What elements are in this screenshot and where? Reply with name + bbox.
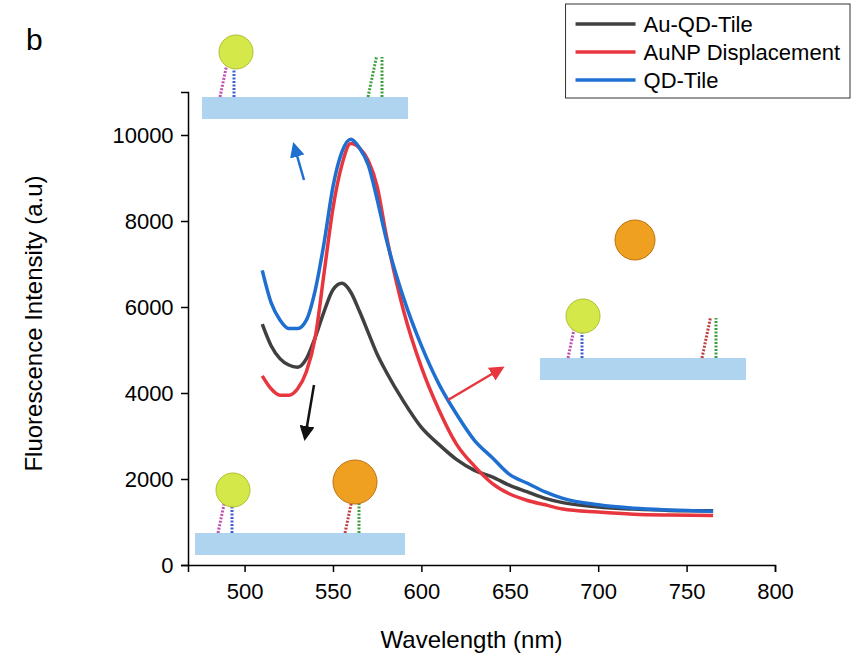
x-tick-mark <box>775 565 777 572</box>
y-tick-mark <box>181 479 188 481</box>
y-tick: 2000 <box>125 467 188 492</box>
x-tick-label: 750 <box>669 579 706 604</box>
x-tick: 700 <box>580 565 617 604</box>
legend-box <box>566 4 850 98</box>
nanoparticle <box>615 220 655 260</box>
y-axis-title: Fluorescence Intensity (a.u) <box>20 175 47 471</box>
tile <box>195 533 405 555</box>
arrow <box>305 385 314 438</box>
x-axis-title: Wavelength (nm) <box>381 626 563 653</box>
y-tick-label: 2000 <box>125 467 174 492</box>
x-tick-label: 800 <box>757 579 794 604</box>
y-tick-label: 0 <box>161 553 173 578</box>
arrow <box>294 145 304 180</box>
schematics <box>195 35 746 555</box>
legend-swatch <box>576 22 636 26</box>
y-tick-label: 10000 <box>112 123 173 148</box>
x-tick-label: 700 <box>580 579 617 604</box>
legend-swatch <box>576 78 636 82</box>
nanoparticle <box>219 35 253 69</box>
x-tick-mark <box>244 565 246 572</box>
nanoparticle <box>216 473 250 507</box>
x-tick-mark <box>333 565 335 572</box>
x-tick: 550 <box>315 565 352 604</box>
legend-swatch <box>576 50 636 54</box>
dna-strand <box>381 57 384 97</box>
x-tick: 750 <box>669 565 706 604</box>
y-tick: 6000 <box>125 295 188 320</box>
y-tick-mark <box>181 565 188 567</box>
x-tick-mark <box>686 565 688 572</box>
tile <box>540 358 746 380</box>
y-tick: 0 <box>161 553 188 578</box>
y-tick-label: 8000 <box>125 209 174 234</box>
series-line <box>262 283 713 510</box>
chart: 5005506006507007508000200040006000800010… <box>0 0 856 670</box>
tile <box>202 97 408 119</box>
legend-label: QD-Tile <box>644 68 719 93</box>
x-axis: 500 550 600 650 700 750 800 <box>189 565 794 604</box>
arrow <box>448 368 502 400</box>
y-tick-label: 4000 <box>125 381 174 406</box>
dna-strand <box>715 318 718 358</box>
y-axis: 0 2000 4000 6000 8000 10000 <box>112 93 188 578</box>
lines <box>262 139 713 515</box>
y-axis-line <box>181 93 189 566</box>
y-tick-mark <box>181 221 188 223</box>
legend: Au-QD-Tile AuNP Displacement QD-Tile <box>566 4 850 98</box>
y-tick: 10000 <box>112 123 188 148</box>
legend-label: Au-QD-Tile <box>644 12 753 37</box>
x-tick: 500 <box>227 565 264 604</box>
x-tick-mark <box>598 565 600 572</box>
x-tick-label: 500 <box>227 579 264 604</box>
dna-strand <box>702 318 710 358</box>
x-tick-mark <box>510 565 512 572</box>
series-line <box>262 139 713 511</box>
x-axis-line <box>189 566 776 573</box>
x-tick: 600 <box>404 565 441 604</box>
y-tick-mark <box>181 135 188 137</box>
plot: 5005506006507007508000200040006000800010… <box>112 93 793 605</box>
nanoparticle <box>566 299 600 333</box>
y-tick-label: 6000 <box>125 295 174 320</box>
y-tick-mark <box>181 307 188 309</box>
x-tick: 800 <box>757 565 794 604</box>
dna-strand <box>368 57 376 97</box>
panel-label: b <box>26 23 43 56</box>
x-tick: 650 <box>492 565 529 604</box>
y-tick: 4000 <box>125 381 188 406</box>
legend-label: AuNP Displacement <box>644 40 840 65</box>
x-tick-label: 650 <box>492 579 529 604</box>
nanoparticle <box>333 460 377 504</box>
y-tick: 8000 <box>125 209 188 234</box>
x-tick-label: 550 <box>315 579 352 604</box>
y-tick-mark <box>181 393 188 395</box>
x-tick-mark <box>421 565 423 572</box>
x-tick-label: 600 <box>404 579 441 604</box>
